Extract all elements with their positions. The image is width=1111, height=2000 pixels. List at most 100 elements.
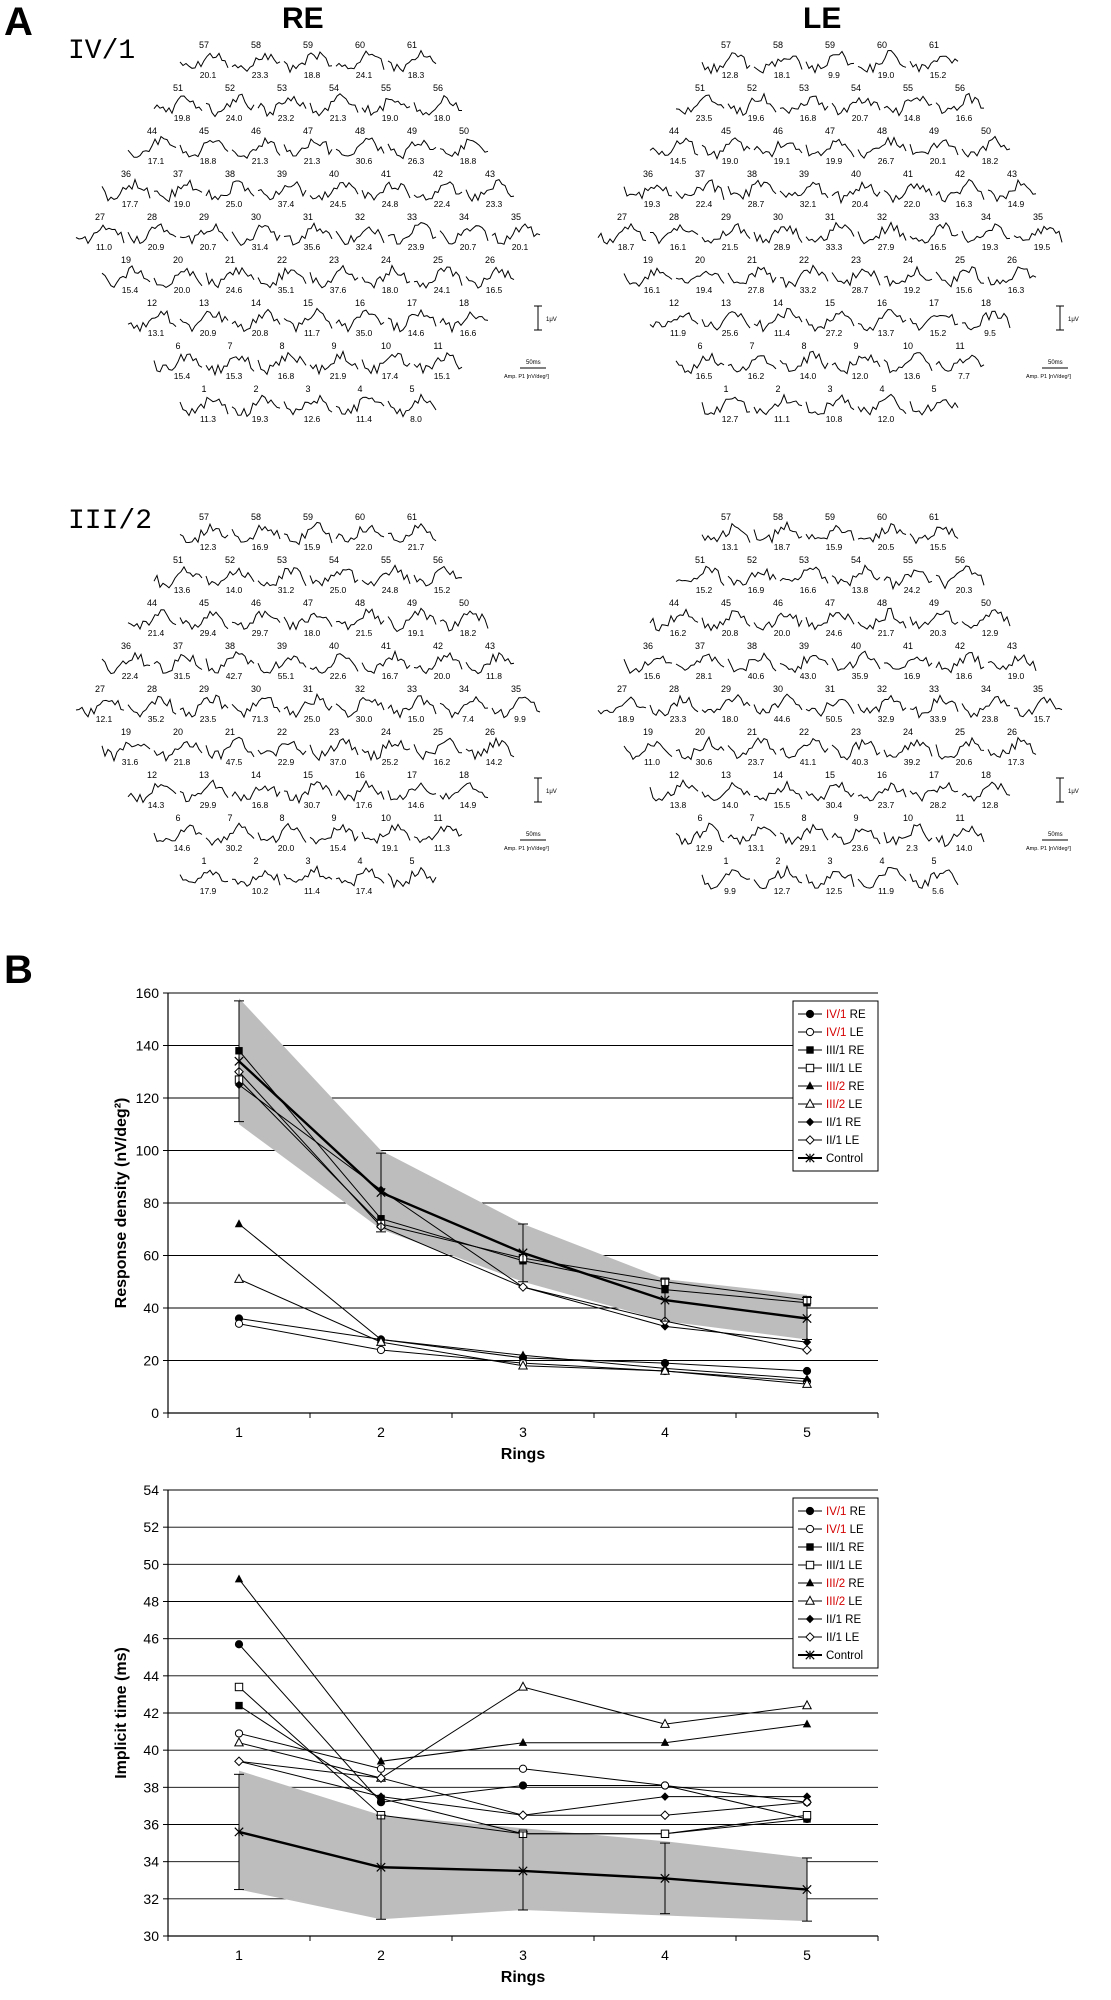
hex-cell: 923.6 — [831, 813, 881, 853]
hex-number: 4 — [879, 856, 884, 866]
amplitude-value: 16.8 — [800, 113, 817, 123]
erg-trace — [753, 780, 803, 802]
hex-number: 44 — [147, 126, 157, 136]
legend-item: II/1 LE — [798, 1135, 860, 1147]
data-point — [234, 1682, 244, 1692]
amplitude-value: 18.1 — [774, 70, 791, 80]
hex-cell: 715.3 — [205, 341, 255, 381]
hex-cell: 24 19.2 — [883, 255, 933, 295]
erg-trace — [961, 135, 1011, 158]
amplitude-value: 17.4 — [356, 886, 373, 896]
erg-trace — [153, 824, 203, 843]
erg-trace — [387, 782, 437, 801]
erg-trace — [101, 651, 151, 675]
amplitude-value: 23.6 — [852, 843, 869, 853]
hex-number: 12 — [669, 770, 679, 780]
hex-cell: 730.2 — [205, 813, 255, 853]
response-density-chart: 0 20 40 60 80 100 120 140 160 1 2 3 4 5 Rings Response … — [113, 985, 879, 1463]
amplitude-value: 35.9 — [852, 671, 869, 681]
erg-trace — [205, 651, 255, 674]
erg-trace — [387, 222, 437, 245]
hex-cell: 820.0 — [257, 813, 307, 853]
erg-trace — [805, 310, 855, 333]
hex-number: 12 — [147, 298, 157, 308]
hex-cell: 60 24.1 — [335, 40, 385, 80]
amplitude-value: 11.0 — [96, 242, 112, 252]
amplitude-value: 23.7 — [878, 800, 895, 810]
amplitude-value: 47.5 — [226, 757, 243, 767]
hex-number: 26 — [1007, 727, 1017, 737]
hex-number: 29 — [199, 212, 209, 222]
hex-cell: 52 24.0 — [205, 83, 255, 123]
amplitude-value: 9.9 — [724, 886, 736, 896]
erg-trace — [753, 307, 803, 333]
hex-cell: 49 20.3 — [909, 598, 959, 638]
hex-cell: 616.5 — [675, 341, 725, 381]
amplitude-value: 24.2 — [904, 585, 921, 595]
erg-trace — [283, 612, 333, 631]
hex-cell: 112.7 — [701, 384, 751, 424]
erg-trace — [727, 179, 777, 201]
erg-trace — [779, 654, 829, 674]
hex-number: 52 — [225, 83, 235, 93]
erg-trace — [935, 92, 984, 115]
erg-trace — [387, 607, 437, 633]
hex-cell: 35 20.1 — [491, 212, 541, 252]
legend-label: IV/1 RE — [826, 1506, 866, 1518]
amplitude-value: 16.6 — [956, 113, 973, 123]
erg-trace — [361, 97, 411, 117]
mferg-map-iii2-re: 5712.35816.95915.96022.06121.75113.65214… — [75, 512, 557, 896]
hex-number: 17 — [407, 770, 417, 780]
amplitude-value: 24.0 — [226, 113, 243, 123]
amplitude-value: 28.9 — [774, 242, 791, 252]
hex-cell: 45 20.8 — [701, 598, 751, 638]
hex-cell: 25 16.2 — [413, 727, 463, 767]
hex-number: 11 — [433, 813, 442, 823]
amplitude-value: 23.3 — [486, 199, 503, 209]
amplitude-value: 20.5 — [878, 542, 895, 552]
hex-cell: 36 17.7 — [101, 169, 151, 209]
hex-cell: 30 44.6 — [753, 684, 803, 724]
legend-item: II/1 RE — [798, 1117, 861, 1129]
hex-cell: 814.0 — [779, 341, 829, 381]
hex-number: 18 — [981, 298, 991, 308]
erg-trace — [961, 223, 1011, 244]
y-tick-label: 30 — [143, 1928, 159, 1944]
hex-cell: 32 32.9 — [857, 684, 907, 724]
hex-number: 41 — [381, 169, 391, 179]
hex-number: 38 — [747, 641, 757, 651]
hex-cell: 43 23.3 — [465, 169, 515, 209]
hex-number: 24 — [381, 255, 391, 265]
voltage-scale-label: 1μV — [1068, 317, 1079, 323]
erg-trace — [805, 698, 855, 717]
hex-number: 10 — [381, 341, 391, 351]
y-tick-label: 100 — [136, 1143, 160, 1159]
erg-trace — [883, 95, 933, 117]
hex-number: 41 — [903, 169, 913, 179]
amplitude-value: 23.5 — [200, 714, 217, 724]
amplitude-value: 39.2 — [904, 757, 921, 767]
data-point — [518, 1810, 528, 1821]
amplitude-value: 14.2 — [486, 757, 503, 767]
erg-trace — [675, 94, 725, 115]
amplitude-value: 18.9 — [618, 714, 635, 724]
amplitude-value: 15.1 — [434, 371, 451, 381]
hex-number: 50 — [459, 126, 469, 136]
hex-number: 3 — [827, 856, 832, 866]
hex-cell: 40 22.6 — [309, 641, 359, 681]
hex-number: 58 — [773, 40, 783, 50]
erg-trace — [387, 49, 437, 73]
hex-cell: 32 32.4 — [335, 212, 385, 252]
hex-cell: 26 16.5 — [465, 255, 515, 295]
hex-number: 9 — [331, 813, 336, 823]
amplitude-value: 71.3 — [252, 714, 269, 724]
amplitude-value: 12.0 — [878, 414, 895, 424]
erg-trace — [127, 310, 177, 333]
erg-trace — [909, 526, 959, 545]
hex-cell: 18 16.6 — [439, 298, 489, 338]
hex-cell: 57 13.1 — [701, 512, 751, 552]
erg-trace — [361, 649, 411, 675]
hex-number: 47 — [825, 126, 835, 136]
legend-item: IV/1 LE — [798, 1027, 864, 1039]
voltage-scale-label: 1μV — [1068, 789, 1079, 795]
